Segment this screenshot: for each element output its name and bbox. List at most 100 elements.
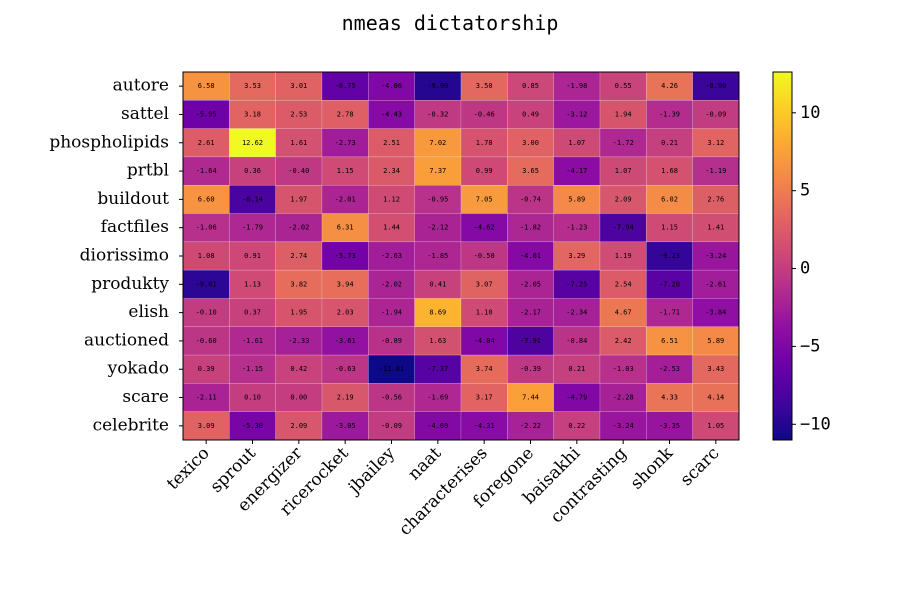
cell-label: -2.02 <box>381 280 402 288</box>
cell-label: 1.97 <box>290 195 307 203</box>
cell-label: -4.31 <box>474 422 495 430</box>
heatmap-cell <box>229 326 276 356</box>
cell-label: -1.61 <box>242 337 263 345</box>
cell-label: -0.60 <box>196 337 217 345</box>
cell-label: 0.21 <box>568 365 585 373</box>
heatmap-cell <box>368 184 415 214</box>
heatmap-cell <box>599 269 647 299</box>
heatmap-cell <box>460 100 508 129</box>
cell-label: -1.71 <box>659 309 680 317</box>
x-tick-label: naat <box>404 443 445 484</box>
cell-label: -2.05 <box>520 280 541 288</box>
y-tick-label: phospholipids <box>49 132 169 152</box>
cell-label: -3.61 <box>335 337 356 345</box>
cell-label: 3.50 <box>476 82 493 90</box>
cell-label: 7.05 <box>476 195 493 203</box>
heatmap-cell <box>692 411 740 441</box>
cell-label: -4.17 <box>566 167 587 175</box>
cell-label: 5.89 <box>707 337 724 345</box>
heatmap-cell <box>599 213 647 243</box>
heatmap-cell <box>646 298 693 328</box>
colorbar-tick-label: −5 <box>800 336 820 356</box>
cell-label: -2.01 <box>335 195 356 203</box>
cell-label: -0.46 <box>474 110 495 118</box>
cell-label: 3.82 <box>290 280 307 288</box>
heatmap-cell <box>692 128 740 158</box>
heatmap-cell <box>182 156 230 186</box>
cell-label: 0.99 <box>476 167 493 175</box>
cell-label: 1.05 <box>707 422 724 430</box>
colorbar-tick-label: 0 <box>800 259 810 279</box>
heatmap-cell <box>599 156 647 186</box>
y-tick-label: elish <box>128 302 169 322</box>
cell-label: 1.63 <box>429 337 446 345</box>
heatmap-cell <box>646 184 693 214</box>
cell-label: 2.19 <box>337 394 354 402</box>
heatmap-cell <box>414 383 462 412</box>
cell-label: -6.75 <box>335 82 356 90</box>
cell-label: 0.21 <box>661 139 678 147</box>
cell-label: 0.00 <box>290 394 307 402</box>
cell-label: 1.94 <box>615 110 632 118</box>
cell-label: 3.07 <box>476 280 493 288</box>
heatmap-cell <box>692 326 740 356</box>
heatmap-cell <box>507 100 554 129</box>
heatmap-cell <box>599 71 647 101</box>
cell-label: -9.23 <box>659 252 680 260</box>
heatmap-cell <box>507 298 554 328</box>
heatmap-cell <box>553 298 601 328</box>
heatmap-cell <box>229 298 276 328</box>
cell-label: -7.25 <box>566 280 587 288</box>
cell-label: -3.35 <box>659 422 680 430</box>
heatmap-cell <box>646 71 693 101</box>
heatmap-cell <box>321 128 369 158</box>
cell-label: 2.78 <box>337 110 354 118</box>
heatmap-cell <box>275 241 323 271</box>
colorbar-tick-label: −10 <box>800 414 831 434</box>
heatmap-cell <box>414 184 462 214</box>
heatmap-cell <box>692 213 740 243</box>
x-tick-label: shonk <box>627 443 678 494</box>
cell-label: 6.31 <box>337 224 354 232</box>
cell-label: 1.12 <box>383 195 400 203</box>
heatmap-cell <box>182 241 230 271</box>
heatmap-cell <box>275 298 323 328</box>
cell-label: -0.09 <box>705 110 726 118</box>
cell-label: -7.94 <box>613 224 634 232</box>
heatmap-cell <box>599 100 647 129</box>
cell-label: 0.36 <box>244 167 261 175</box>
heatmap-cell <box>646 128 693 158</box>
cell-label: 1.78 <box>476 139 493 147</box>
heatmap-cell <box>460 326 508 356</box>
heatmap-cell <box>414 100 462 129</box>
heatmap-cell <box>599 383 647 412</box>
cell-label: 3.43 <box>707 365 724 373</box>
heatmap-cell <box>182 213 230 243</box>
heatmap-cell <box>414 411 462 441</box>
heatmap-cell <box>646 269 693 299</box>
heatmap-cell <box>460 184 508 214</box>
cell-label: 6.02 <box>661 195 678 203</box>
y-tick-label: auctioned <box>84 330 169 350</box>
cell-label: 4.33 <box>661 394 678 402</box>
cell-label: -1.85 <box>427 252 448 260</box>
heatmap-cell <box>321 269 369 299</box>
heatmap-cell <box>599 241 647 271</box>
heatmap-cell <box>646 354 693 384</box>
cell-label: 2.61 <box>198 139 215 147</box>
cell-label: -4.61 <box>520 252 541 260</box>
heatmap-cell <box>368 241 415 271</box>
cell-label: -1.79 <box>242 224 263 232</box>
cell-label: 0.85 <box>522 82 539 90</box>
cell-label: -8.14 <box>242 195 263 203</box>
heatmap-cell <box>460 354 508 384</box>
y-tick-label: yokado <box>107 359 169 379</box>
heatmap-cell <box>507 354 554 384</box>
heatmap-cell <box>229 383 276 412</box>
y-tick-label: diorissimo <box>80 246 169 266</box>
cell-label: -2.02 <box>288 224 309 232</box>
cell-label: -5.95 <box>196 110 217 118</box>
cell-label: -0.95 <box>427 195 448 203</box>
cell-label: 3.00 <box>522 139 539 147</box>
